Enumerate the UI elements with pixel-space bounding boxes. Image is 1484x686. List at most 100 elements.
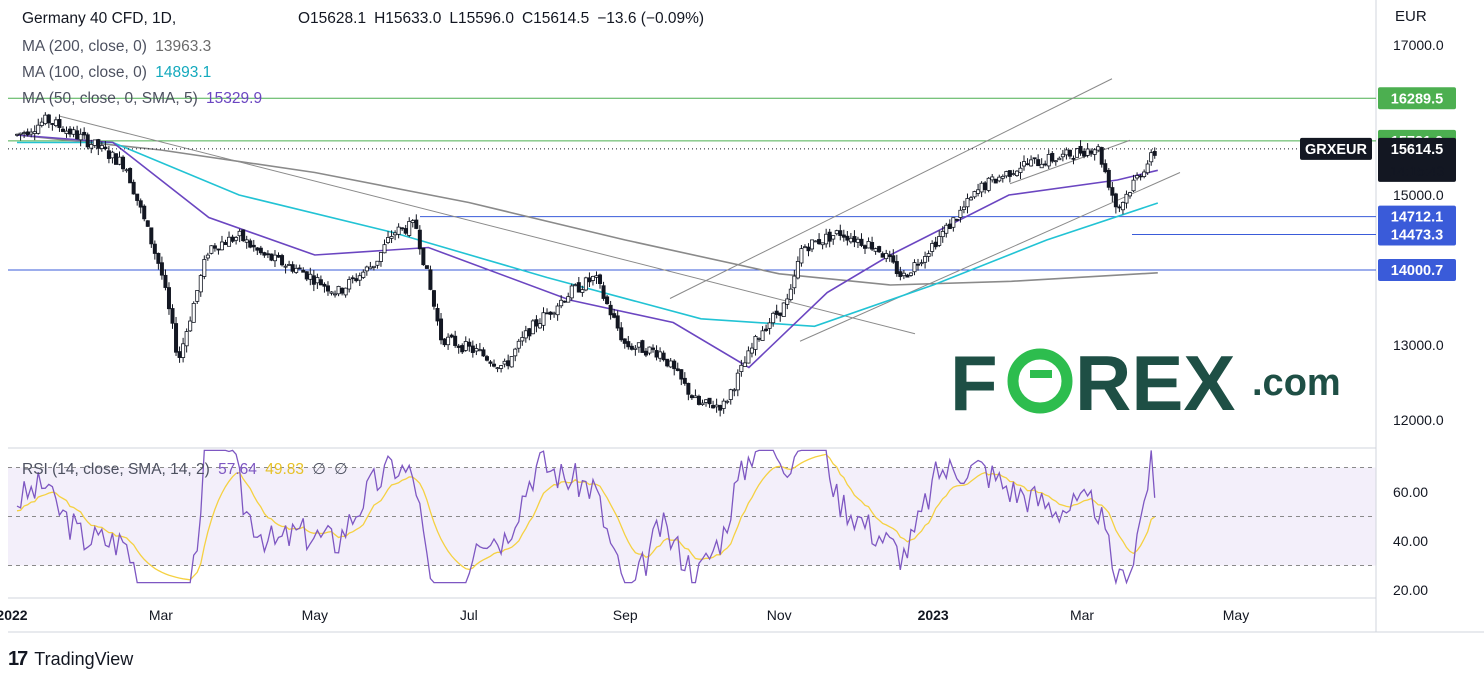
candle-body xyxy=(615,315,620,329)
candle-body xyxy=(714,404,719,408)
ma50-legend[interactable]: MA (50, close, 0, SMA, 5) 15329.9 xyxy=(22,90,266,108)
candle-body xyxy=(817,239,822,245)
candle-body xyxy=(290,264,295,272)
ma50-label: MA (50, close, 0, SMA, 5) xyxy=(22,90,198,107)
candle-body xyxy=(1000,175,1005,179)
candle-body xyxy=(343,287,348,296)
candle-body xyxy=(177,351,182,358)
tradingview-footer[interactable]: 17 TradingView xyxy=(8,648,133,671)
candle-body xyxy=(347,279,352,290)
candle-body xyxy=(937,236,942,246)
rsi-tick-label: 40.00 xyxy=(1393,533,1428,549)
forex-logo-middle: REX xyxy=(1075,339,1235,427)
candle-body xyxy=(594,275,599,278)
candle-body xyxy=(654,350,659,358)
candle-body xyxy=(424,265,429,269)
candle-body xyxy=(453,335,458,346)
candle-body xyxy=(651,347,656,350)
badge-last-bg xyxy=(1378,137,1456,182)
ma100-legend[interactable]: MA (100, close, 0) 14893.1 xyxy=(22,64,215,82)
candle-body xyxy=(961,206,966,210)
candle-body xyxy=(1067,149,1072,157)
candle-body xyxy=(711,405,716,409)
candle-body xyxy=(96,139,101,149)
candle-body xyxy=(891,255,896,263)
candle-body xyxy=(704,399,709,403)
candle-body xyxy=(156,252,161,264)
candle-body xyxy=(598,274,603,284)
candle-body xyxy=(435,308,440,322)
candle-body xyxy=(986,177,991,191)
candle-body xyxy=(675,368,680,371)
symbol-title[interactable]: Germany 40 CFD, 1D, xyxy=(22,10,177,27)
time-tick-label: Jul xyxy=(460,607,478,623)
candle-body xyxy=(672,360,677,370)
badge-14000-bg xyxy=(1378,258,1456,281)
candle-body xyxy=(184,331,189,347)
candle-body xyxy=(280,255,285,266)
candle-body xyxy=(696,395,701,405)
candle-body xyxy=(131,181,136,195)
time-tick-label: Sep xyxy=(613,607,638,623)
candle-body xyxy=(1099,147,1104,165)
candle-body xyxy=(428,269,433,290)
candle-body xyxy=(18,132,23,135)
candle-body xyxy=(403,228,408,234)
ma200-legend[interactable]: MA (200, close, 0) 13963.3 xyxy=(22,38,215,56)
candle-body xyxy=(350,277,355,280)
candle-body xyxy=(371,265,376,268)
candle-body xyxy=(198,275,203,293)
candle-body xyxy=(287,264,292,266)
candle-body xyxy=(601,285,606,299)
candle-body xyxy=(643,350,648,356)
candle-body xyxy=(757,337,762,340)
candle-body xyxy=(990,176,995,181)
candle-body xyxy=(103,146,108,150)
candle-body xyxy=(1103,163,1108,173)
candle-body xyxy=(562,300,567,303)
candle-body xyxy=(301,269,306,273)
candle-body xyxy=(1029,159,1034,167)
candle-body xyxy=(573,284,578,287)
candle-body xyxy=(336,285,341,295)
ma200-label: MA (200, close, 0) xyxy=(22,38,147,55)
candle-body xyxy=(1004,171,1009,177)
candle-body xyxy=(407,221,412,236)
rsi-legend[interactable]: RSI (14, close, SMA, 14, 2) 57.64 49.83 … xyxy=(22,460,352,479)
candle-body xyxy=(262,252,267,256)
ohlc-readout: O15628.1 H15633.0 L15596.0 C15614.5 −13.6 (−… xyxy=(298,10,712,28)
candle-body xyxy=(382,244,387,254)
candle-body xyxy=(170,308,175,324)
candle-body xyxy=(1032,157,1037,160)
time-tick-label: May xyxy=(302,607,328,623)
candle-body xyxy=(1142,171,1147,177)
candle-body xyxy=(552,312,557,315)
candle-body xyxy=(174,323,179,353)
badge-14712-bg xyxy=(1378,205,1456,228)
candle-body xyxy=(972,191,977,198)
candle-body xyxy=(824,233,829,245)
candle-body xyxy=(682,377,687,384)
candle-body xyxy=(901,272,906,277)
candle-body xyxy=(71,129,76,135)
candle-body xyxy=(375,260,380,266)
down-trendline xyxy=(59,115,916,335)
forex-logo-o-bar xyxy=(1030,370,1052,378)
candle-body xyxy=(255,247,260,251)
time-tick-label: Mar xyxy=(1070,607,1094,623)
candle-body xyxy=(311,275,316,285)
candle-body xyxy=(484,356,489,361)
candle-body xyxy=(626,341,631,348)
candle-body xyxy=(732,389,737,392)
ohlc-open: O15628.1 xyxy=(298,10,367,27)
candle-body xyxy=(248,240,253,248)
candle-body xyxy=(933,241,938,248)
candle-body xyxy=(89,144,94,149)
candle-body xyxy=(32,131,37,134)
candle-body xyxy=(537,323,542,329)
candle-body xyxy=(205,254,210,259)
candle-body xyxy=(545,312,550,315)
candle-body xyxy=(272,254,277,262)
candle-body xyxy=(166,287,171,310)
